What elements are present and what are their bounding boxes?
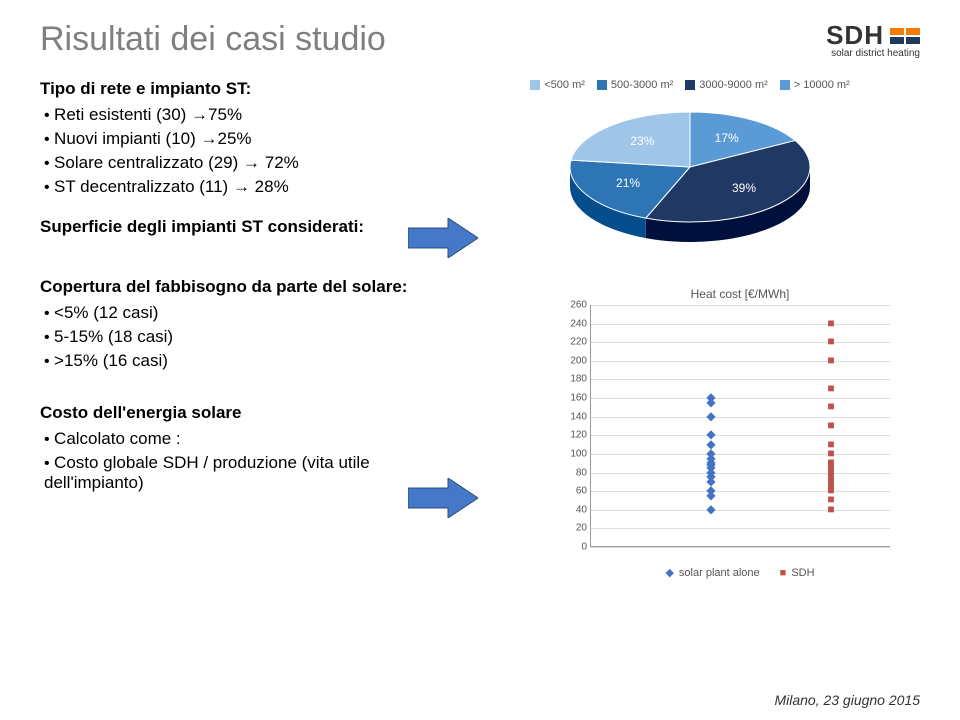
data-point: ■ xyxy=(827,335,834,347)
data-point: ■ xyxy=(827,438,834,450)
pie-slice-label: 23% xyxy=(630,134,654,148)
data-point: ◆ xyxy=(706,428,715,440)
y-tick: 220 xyxy=(561,337,587,348)
pie-legend-item: 3000-9000 m² xyxy=(685,79,768,91)
y-tick: 40 xyxy=(561,504,587,515)
pie-slice-label: 17% xyxy=(715,131,739,145)
logo-subtitle: solar district heating xyxy=(831,48,920,59)
list-item: Solare centralizzato (29) → 72% xyxy=(44,151,440,175)
y-tick: 20 xyxy=(561,523,587,534)
y-tick: 200 xyxy=(561,355,587,366)
data-point: ■ xyxy=(827,400,834,412)
list-item: ST decentralizzato (11) → 28% xyxy=(44,175,440,199)
data-point: ■ xyxy=(827,354,834,366)
y-tick: 140 xyxy=(561,411,587,422)
section1-head: Tipo di rete e impianto ST: xyxy=(40,79,440,99)
section2-head: Superficie degli impianti ST considerati… xyxy=(40,217,440,237)
data-point: ◆ xyxy=(706,410,715,422)
section3-head: Copertura del fabbisogno da parte del so… xyxy=(40,277,440,297)
sdh-logo: SDH xyxy=(826,20,920,51)
pie-chart: 17% 39% 21% 23% xyxy=(540,97,840,257)
pie-svg xyxy=(540,97,840,257)
y-tick: 0 xyxy=(561,542,587,553)
list-item: 5-15% (18 casi) xyxy=(44,325,440,349)
data-point: ■ xyxy=(827,317,834,329)
section4-head: Costo dell'energia solare xyxy=(40,403,440,423)
scatter-legend: ◆ solar plant alone ■ SDH xyxy=(590,566,890,579)
data-point: ■ xyxy=(827,382,834,394)
scatter-legend-item: ■ SDH xyxy=(780,566,815,579)
y-tick: 260 xyxy=(561,300,587,311)
right-column: <500 m² 500-3000 m² 3000-9000 m² > 10000 m²… xyxy=(460,79,920,577)
section4-list: Calcolato come :Costo globale SDH / prod… xyxy=(40,427,440,495)
left-column: Tipo di rete e impianto ST: Reti esisten… xyxy=(40,79,440,577)
section1-list: Reti esistenti (30) →75%Nuovi impianti (… xyxy=(40,103,440,199)
list-item: >15% (16 casi) xyxy=(44,349,440,373)
section3-list: <5% (12 casi)5-15% (18 casi)>15% (16 cas… xyxy=(40,301,440,373)
pie-legend: <500 m² 500-3000 m² 3000-9000 m² > 10000 m² xyxy=(460,79,920,91)
scatter-plot-area: 020406080100120140160180200220240260◆◆◆◆… xyxy=(590,305,890,547)
scatter-legend-item: ◆ solar plant alone xyxy=(665,566,759,579)
pie-slice-label: 39% xyxy=(732,181,756,195)
pie-legend-item: > 10000 m² xyxy=(780,79,850,91)
data-point: ■ xyxy=(827,419,834,431)
logo-bar xyxy=(906,37,920,44)
content: Tipo di rete e impianto ST: Reti esisten… xyxy=(40,79,920,577)
arrow-icon xyxy=(408,478,478,518)
scatter-chart: Heat cost [€/MWh] 0 20 40 60 80 100 120 140 160 1… xyxy=(550,287,890,577)
data-point: ◆ xyxy=(706,391,715,403)
pie-legend-item: 500-3000 m² xyxy=(597,79,673,91)
list-item: <5% (12 casi) xyxy=(44,301,440,325)
logo-bar xyxy=(906,28,920,35)
header: Risultati dei casi studio SDH xyxy=(40,20,920,59)
pie-legend-item: <500 m² xyxy=(530,79,585,91)
y-tick: 120 xyxy=(561,430,587,441)
data-point: ◆ xyxy=(706,503,715,515)
list-item: Nuovi impianti (10) →25% xyxy=(44,127,440,151)
logo-bars-icon xyxy=(890,28,920,44)
pie-slice-label: 21% xyxy=(616,176,640,190)
y-tick: 100 xyxy=(561,448,587,459)
page-title: Risultati dei casi studio xyxy=(40,20,386,59)
arrow-icon xyxy=(408,218,478,258)
logo-bar xyxy=(890,37,904,44)
y-tick: 240 xyxy=(561,318,587,329)
logo-text: SDH xyxy=(826,20,884,51)
list-item: Reti esistenti (30) →75% xyxy=(44,103,440,127)
logo-bar xyxy=(890,28,904,35)
list-item: Calcolato come : xyxy=(44,427,440,451)
slide: Risultati dei casi studio SDH solar dist… xyxy=(0,0,960,720)
list-item: Costo globale SDH / produzione (vita uti… xyxy=(44,451,440,495)
y-tick: 80 xyxy=(561,467,587,478)
y-tick: 160 xyxy=(561,393,587,404)
scatter-title: Heat cost [€/MWh] xyxy=(590,287,890,301)
y-tick: 60 xyxy=(561,486,587,497)
footer-text: Milano, 23 giugno 2015 xyxy=(774,692,920,708)
y-tick: 180 xyxy=(561,374,587,385)
